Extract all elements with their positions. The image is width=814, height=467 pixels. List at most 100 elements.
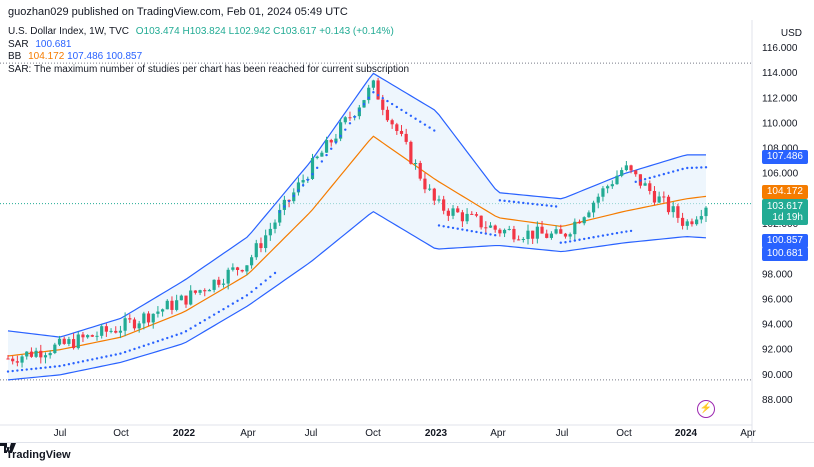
chart-area[interactable]: 116.000 114.000 112.000 110.000 108.000 106.0… <box>0 20 814 442</box>
candle-body <box>57 338 62 345</box>
sar-dot <box>615 231 619 235</box>
sar-dot <box>573 239 577 242</box>
candle-body <box>76 334 80 349</box>
sar-dot <box>559 241 562 244</box>
sar-dot <box>11 369 14 373</box>
sar-dot <box>301 183 305 187</box>
bb-lower-price-label: 100.857 <box>761 234 808 248</box>
sar-dot <box>25 368 28 371</box>
symbol-title[interactable]: U.S. Dollar Index, 1W, TVC <box>8 26 129 37</box>
legend: U.S. Dollar Index, 1W, TVC O103.474 H103… <box>8 26 409 76</box>
sar-dot <box>353 115 356 119</box>
sar-dot <box>30 367 33 371</box>
candle-body <box>577 221 582 224</box>
sar-dot <box>320 160 324 163</box>
candle-body <box>437 199 441 201</box>
price-chart[interactable]: 116.000 114.000 112.000 110.000 108.000 106.0… <box>0 20 814 442</box>
candle-body <box>104 326 108 332</box>
candle-body <box>704 207 708 217</box>
footer: TradingView <box>0 442 814 467</box>
sar-dot <box>597 235 600 238</box>
sar-dot <box>217 310 221 314</box>
candle-body <box>582 217 586 224</box>
sar-dot <box>330 147 333 150</box>
sar-dot <box>512 200 516 204</box>
sar-dot <box>67 363 71 366</box>
candle-body <box>334 138 338 143</box>
sar-dot <box>690 166 694 170</box>
sar-dot <box>695 166 698 169</box>
sar-dot <box>203 318 206 322</box>
sar-dot <box>461 228 464 231</box>
sar-dot <box>212 313 216 316</box>
ohlc-high: H103.824 <box>182 26 226 37</box>
sar-dot <box>409 114 413 118</box>
x-tick-label: Apr <box>740 428 756 439</box>
sar-dot <box>194 324 197 327</box>
candle-body <box>517 239 521 241</box>
sar-dot <box>119 352 122 355</box>
candle-body <box>591 202 596 213</box>
x-tick-label: Apr <box>490 428 506 439</box>
sar-dot <box>339 134 342 138</box>
sar-dot <box>456 227 459 230</box>
sar-dot <box>241 296 244 300</box>
sar-dot <box>503 199 506 203</box>
candle-body <box>315 156 319 159</box>
lightning-icon[interactable]: ⚡ <box>697 400 715 418</box>
sar-dot <box>648 176 651 180</box>
sar-dot <box>568 240 572 243</box>
sar-dot <box>48 365 52 369</box>
ohlc-open: O103.474 <box>135 26 180 37</box>
sar-dot <box>156 339 160 343</box>
candle-body <box>34 350 38 357</box>
sar-dot <box>583 237 586 241</box>
sar-dot <box>306 178 310 182</box>
candle-body <box>479 215 483 228</box>
sar-dot <box>531 202 534 206</box>
x-tick-label: 2022 <box>173 428 196 439</box>
legend-row-bb[interactable]: BB 104.172 107.486 100.857 <box>8 51 409 64</box>
tradingview-logo[interactable]: TradingView <box>0 443 71 461</box>
candle-body <box>676 206 680 218</box>
candle-body <box>395 124 399 131</box>
candle-body <box>549 233 554 238</box>
sar-dot <box>447 225 450 229</box>
sar-dot <box>381 96 384 100</box>
candle-body <box>442 199 446 211</box>
legend-row-main: U.S. Dollar Index, 1W, TVC O103.474 H103… <box>8 26 409 39</box>
candle-body <box>264 235 268 249</box>
x-tick-label: 2023 <box>425 428 448 439</box>
candle-body <box>48 353 52 356</box>
candle-body <box>53 344 57 354</box>
candle-body <box>212 279 216 290</box>
candle-body <box>695 219 699 225</box>
sar-dot <box>34 367 38 370</box>
candle-body <box>203 290 207 292</box>
sar-dot <box>105 355 108 358</box>
sar-dot <box>6 370 10 373</box>
candle-body <box>118 330 123 333</box>
sar-dot <box>686 166 689 170</box>
sar-dot <box>601 234 605 237</box>
sar-dot <box>395 105 399 109</box>
sar-dot <box>20 368 24 372</box>
candle-body <box>320 152 324 157</box>
sar-dot <box>63 363 66 367</box>
candle-body <box>409 141 413 164</box>
bb-upper-price-label: 107.486 <box>761 150 808 164</box>
candle-body <box>545 233 549 238</box>
candle-body <box>62 338 66 344</box>
publisher-line: guozhan029 published on TradingView.com,… <box>8 6 348 18</box>
tradingview-mark-icon <box>0 443 16 453</box>
candle-body <box>634 170 638 175</box>
candle-body <box>652 191 657 203</box>
candle-body <box>502 229 507 234</box>
sar-dot <box>255 286 258 290</box>
legend-row-sar[interactable]: SAR 100.681 <box>8 39 409 52</box>
candle-body <box>6 358 10 360</box>
sar-dot <box>128 349 131 352</box>
sar-dot <box>372 91 375 94</box>
sar-dot <box>77 361 80 364</box>
candle-body <box>451 208 455 216</box>
